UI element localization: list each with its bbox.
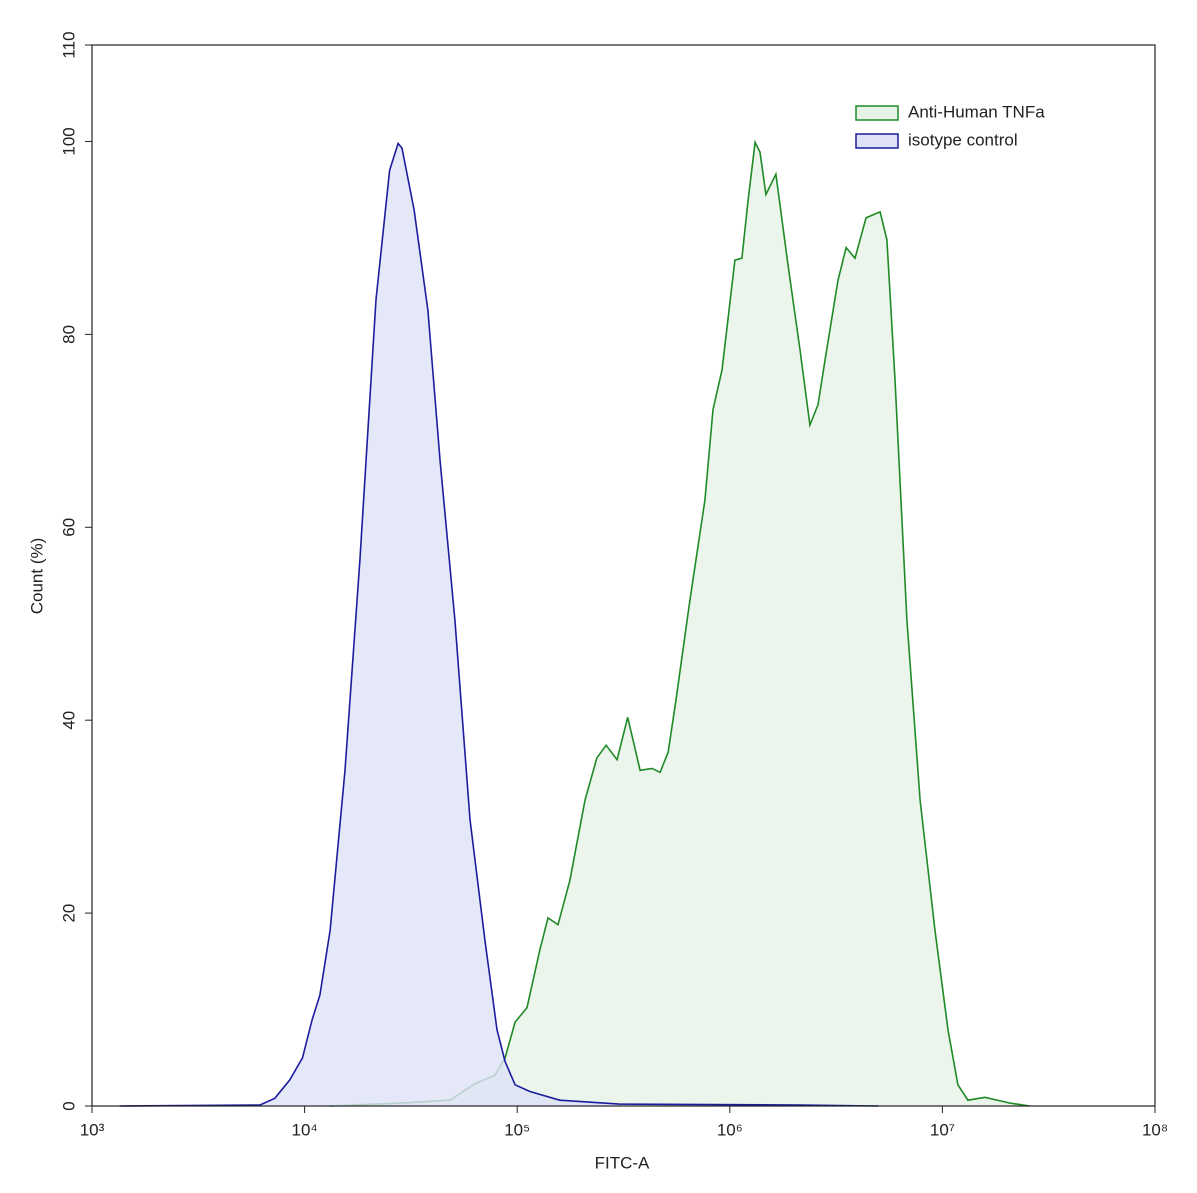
y-axis-label: Count (%) xyxy=(27,538,46,615)
x-axis-label: FITC-A xyxy=(595,1153,650,1172)
plot-frame xyxy=(91,44,1156,1107)
legend-swatch xyxy=(855,133,899,149)
legend-label: isotype control xyxy=(908,130,1018,149)
series-line xyxy=(330,139,1030,1107)
y-tick-label: 80 xyxy=(59,325,78,344)
x-tick-label: 10⁷ xyxy=(930,1120,955,1139)
y-tick-label: 0 xyxy=(59,1101,78,1110)
y-tick-label: 100 xyxy=(59,127,78,155)
x-tick-label: 10⁶ xyxy=(717,1120,743,1139)
y-tick-label: 20 xyxy=(59,904,78,923)
legend-swatch xyxy=(855,105,899,121)
y-tick-label: 110 xyxy=(59,31,78,58)
legend-label: Anti-Human TNFa xyxy=(908,102,1045,121)
x-tick-label: 10⁵ xyxy=(504,1120,530,1139)
x-tick-label: 10⁴ xyxy=(291,1120,317,1139)
y-tick-label: 40 xyxy=(59,711,78,730)
x-tick-label: 10⁸ xyxy=(1142,1120,1168,1139)
series-line xyxy=(119,141,879,1107)
x-tick-label: 10³ xyxy=(80,1120,105,1139)
y-tick-label: 60 xyxy=(59,518,78,537)
area-fill xyxy=(330,142,1030,1106)
